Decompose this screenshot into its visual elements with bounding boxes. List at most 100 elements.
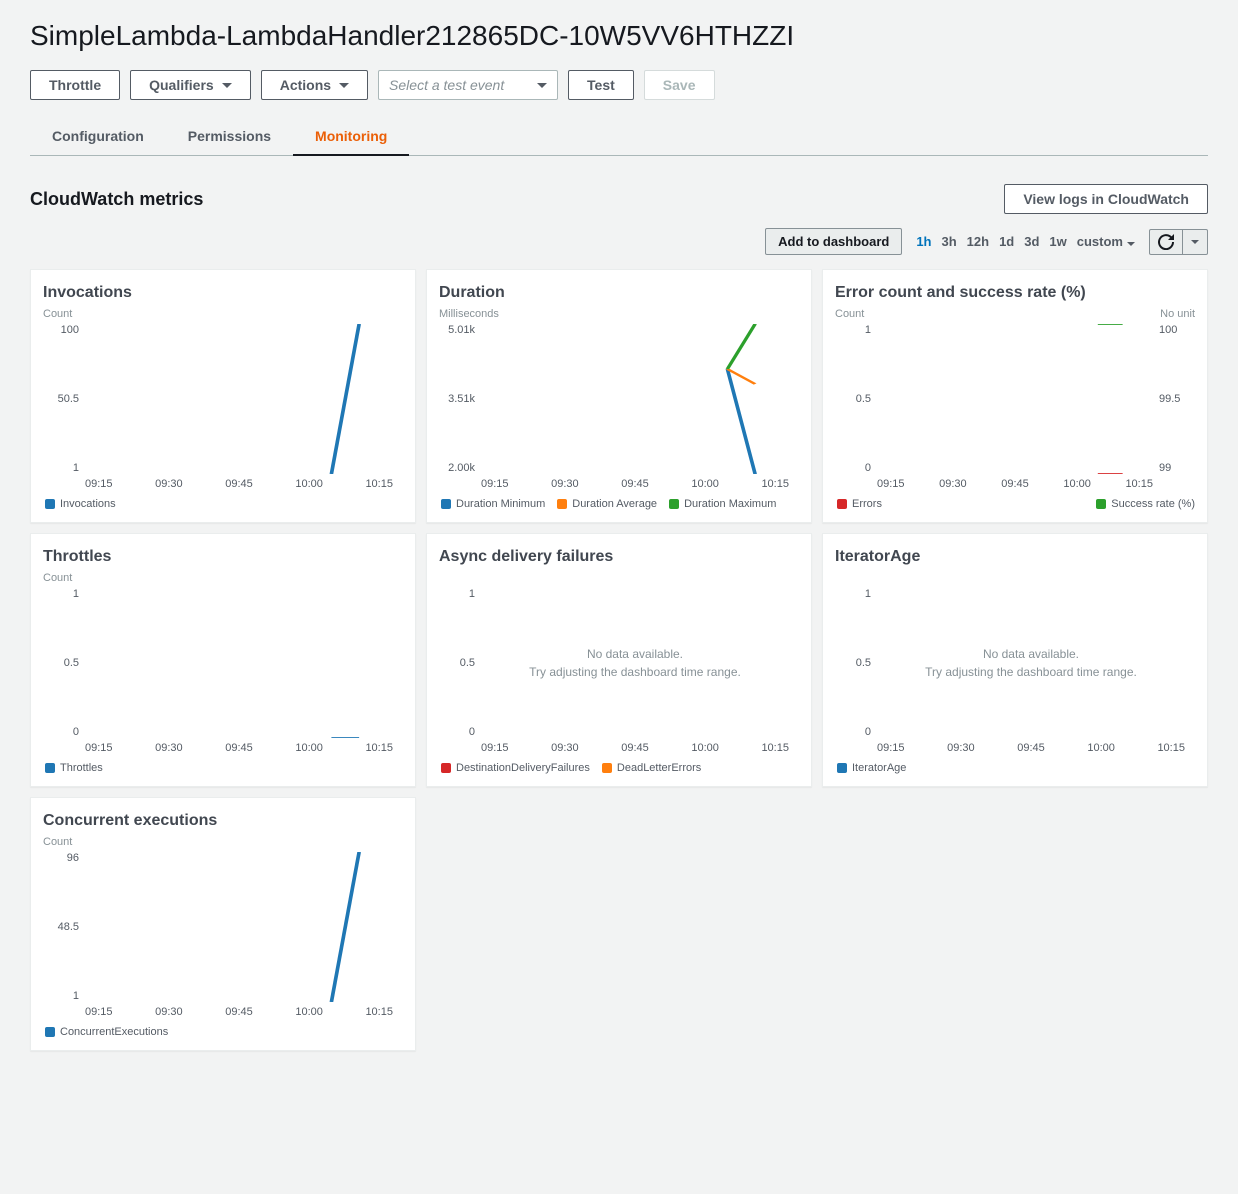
panel-concurrent: Concurrent executionsCount9648.5109:1509… [30, 797, 416, 1051]
x-axis: 09:1509:3009:4510:0010:15 [439, 474, 799, 490]
chart-plot: No data available.Try adjusting the dash… [877, 588, 1185, 738]
page-title: SimpleLambda-LambdaHandler212865DC-10W5V… [30, 20, 1208, 52]
legend-item: IteratorAge [837, 762, 906, 774]
y-axis-label: Milliseconds [439, 308, 799, 320]
legend-label: Duration Average [572, 498, 657, 510]
legend-label: Invocations [60, 498, 116, 510]
tab-configuration[interactable]: Configuration [30, 118, 166, 155]
panel-throttles: ThrottlesCount10.5009:1509:3009:4510:001… [30, 533, 416, 787]
y-axis: 5.01k3.51k2.00k [439, 324, 475, 474]
refresh-dropdown[interactable] [1183, 229, 1208, 255]
legend-item: Duration Average [557, 498, 657, 510]
legend-swatch [669, 499, 679, 509]
qualifiers-dropdown[interactable]: Qualifiers [130, 70, 251, 100]
y-axis: 10050.51 [43, 324, 79, 474]
legend-item: ConcurrentExecutions [45, 1026, 168, 1038]
test-event-select[interactable]: Select a test event [378, 70, 558, 100]
panel-title: Invocations [43, 284, 403, 302]
y-axis-label: Count [43, 308, 403, 320]
legend-item: Throttles [45, 762, 103, 774]
legend-item: Invocations [45, 498, 116, 510]
panel-title: Error count and success rate (%) [835, 284, 1195, 302]
legend-item: DestinationDeliveryFailures [441, 762, 590, 774]
time-range-1w[interactable]: 1w [1049, 234, 1066, 249]
panel-async: Async delivery failures 10.50No data ava… [426, 533, 812, 787]
chart-legend: ConcurrentExecutions [43, 1026, 403, 1038]
time-range-3h[interactable]: 3h [942, 234, 957, 249]
legend-label: ConcurrentExecutions [60, 1026, 168, 1038]
panel-title: IteratorAge [835, 548, 1195, 566]
panel-title: Throttles [43, 548, 403, 566]
legend-item: Errors [837, 498, 882, 510]
legend-swatch [45, 1027, 55, 1037]
legend-label: IteratorAge [852, 762, 906, 774]
time-range-1h[interactable]: 1h [916, 234, 931, 249]
legend-label: Errors [852, 498, 882, 510]
add-to-dashboard-button[interactable]: Add to dashboard [765, 228, 902, 255]
time-range-custom[interactable]: custom [1077, 234, 1135, 249]
legend-item: Success rate (%) [1096, 498, 1195, 510]
panel-iterator: IteratorAge 10.50No data available.Try a… [822, 533, 1208, 787]
chart-plot [877, 324, 1153, 474]
legend-item: Duration Minimum [441, 498, 545, 510]
panel-title: Duration [439, 284, 799, 302]
legend-swatch [557, 499, 567, 509]
legend-item: DeadLetterErrors [602, 762, 701, 774]
test-button[interactable]: Test [568, 70, 634, 100]
legend-swatch [441, 763, 451, 773]
chart-plot: No data available.Try adjusting the dash… [481, 588, 789, 738]
y-axis-label-right: No unit [1160, 308, 1195, 320]
no-data-message: No data available.Try adjusting the dash… [877, 647, 1185, 679]
chart-legend: IteratorAge [835, 762, 1195, 774]
panel-title: Concurrent executions [43, 812, 403, 830]
save-button: Save [644, 70, 715, 100]
time-range-1d[interactable]: 1d [999, 234, 1014, 249]
legend-label: Throttles [60, 762, 103, 774]
legend-label: Duration Minimum [456, 498, 545, 510]
legend-swatch [837, 499, 847, 509]
chart-legend: DestinationDeliveryFailures DeadLetterErr… [439, 762, 799, 774]
time-range-picker: 1h 3h 12h 1d 3d 1w custom [916, 234, 1135, 249]
legend-label: DeadLetterErrors [617, 762, 701, 774]
legend-label: DestinationDeliveryFailures [456, 762, 590, 774]
x-axis: 09:1509:3009:4510:0010:15 [835, 474, 1195, 490]
no-data-message: No data available.Try adjusting the dash… [481, 647, 789, 679]
legend-label: Duration Maximum [684, 498, 776, 510]
action-bar: Throttle Qualifiers Actions Select a tes… [30, 70, 1208, 100]
y-axis: 9648.51 [43, 852, 79, 1002]
panel-duration: Duration Milliseconds 5.01k3.51k2.00k09:15… [426, 269, 812, 523]
actions-dropdown[interactable]: Actions [261, 70, 368, 100]
legend-swatch [45, 763, 55, 773]
chart-legend: Duration Minimum Duration Average Duration… [439, 498, 799, 510]
y-axis: 10.50 [835, 588, 871, 738]
test-event-placeholder: Select a test event [389, 77, 504, 93]
view-logs-button[interactable]: View logs in CloudWatch [1004, 184, 1208, 214]
time-range-12h[interactable]: 12h [967, 234, 989, 249]
y-axis-right: 10099.599 [1159, 324, 1195, 474]
y-axis-label: Count [43, 572, 403, 584]
chart-plot [481, 324, 789, 474]
y-axis: 10.50 [439, 588, 475, 738]
tabs: Configuration Permissions Monitoring [30, 118, 1208, 156]
tab-monitoring[interactable]: Monitoring [293, 118, 409, 156]
refresh-button[interactable] [1149, 229, 1183, 255]
chart-plot [85, 324, 393, 474]
time-range-3d[interactable]: 3d [1024, 234, 1039, 249]
x-axis: 09:1509:3009:4510:0010:15 [835, 738, 1195, 754]
chart-plot [85, 588, 393, 738]
legend-swatch [602, 763, 612, 773]
chart-legend: Errors Success rate (%) [835, 498, 1195, 510]
y-axis: 10.50 [835, 324, 871, 474]
section-title: CloudWatch metrics [30, 189, 203, 210]
y-axis-label-left: Count [835, 308, 864, 320]
legend-swatch [1096, 499, 1106, 509]
legend-label: Success rate (%) [1111, 498, 1195, 510]
x-axis: 09:1509:3009:4510:0010:15 [43, 1002, 403, 1018]
throttle-button[interactable]: Throttle [30, 70, 120, 100]
x-axis: 09:1509:3009:4510:0010:15 [43, 474, 403, 490]
tab-permissions[interactable]: Permissions [166, 118, 293, 155]
y-axis: 10.50 [43, 588, 79, 738]
refresh-icon [1158, 234, 1174, 250]
chart-legend: Throttles [43, 762, 403, 774]
panel-errors: Error count and success rate (%) Count No … [822, 269, 1208, 523]
